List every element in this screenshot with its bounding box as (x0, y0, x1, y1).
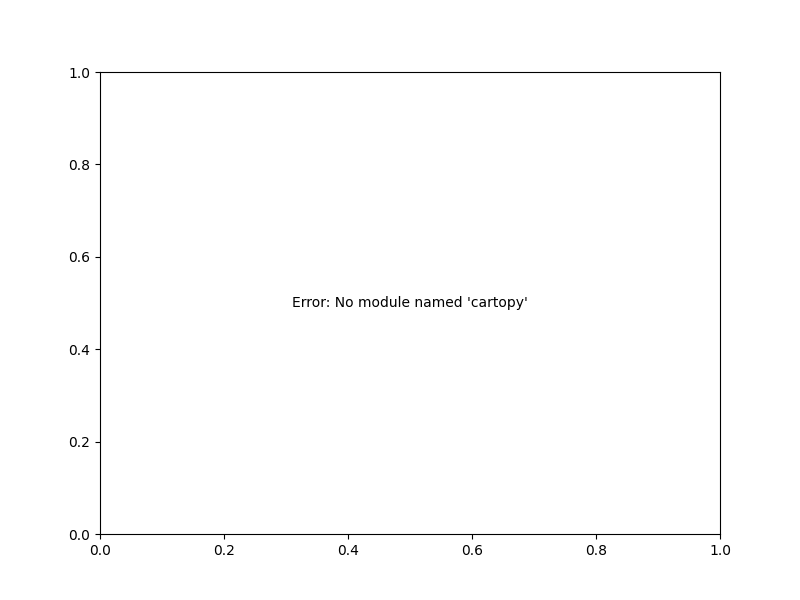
Text: Error: No module named 'cartopy': Error: No module named 'cartopy' (292, 296, 528, 310)
